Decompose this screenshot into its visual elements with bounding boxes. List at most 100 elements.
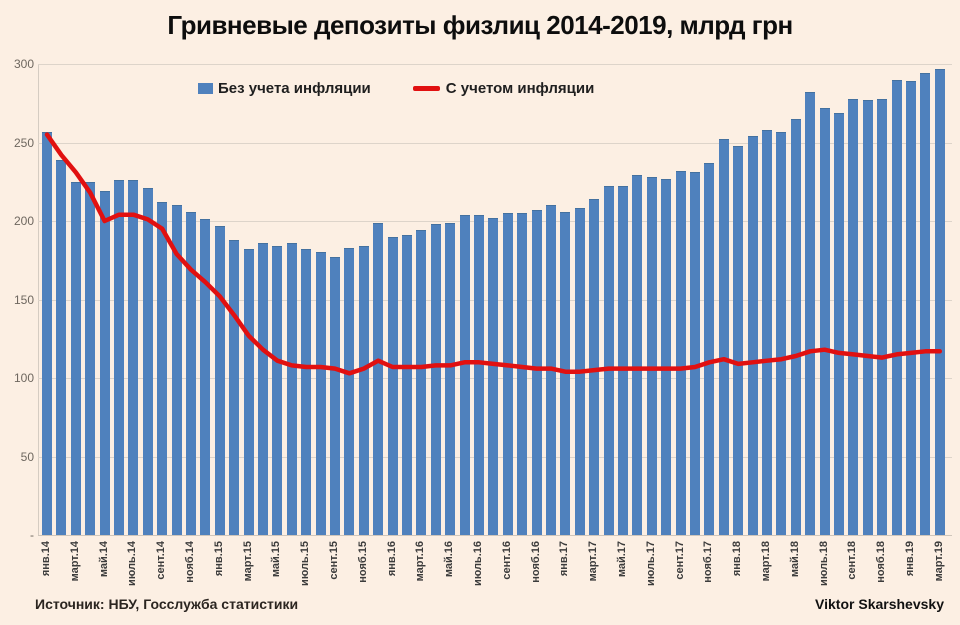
deposit-bar (128, 180, 139, 535)
deposit-bar (906, 81, 916, 535)
deposit-bar (286, 242, 297, 535)
deposit-bar (42, 131, 52, 535)
x-tick-label: март.14 (68, 541, 81, 582)
y-tick-label: 100 (13, 371, 34, 385)
x-tick-label: нояб.18 (875, 541, 888, 583)
deposit-bar (229, 239, 240, 535)
deposit-bar (402, 235, 412, 535)
deposit-bar (531, 210, 542, 535)
deposit-bar (603, 186, 614, 535)
x-tick-label: июль.18 (817, 541, 830, 586)
deposit-bar (488, 217, 499, 535)
x-tick-label: май.17 (616, 541, 628, 578)
deposit-bar (646, 177, 657, 535)
deposit-bar (747, 136, 758, 535)
deposit-bar (474, 214, 484, 535)
x-tick-label: март.17 (587, 541, 600, 582)
deposit-bar (430, 224, 441, 535)
deposit-bar (877, 98, 888, 535)
deposit-bar (330, 257, 340, 535)
y-tick-label: - (30, 528, 34, 542)
x-axis-line (38, 535, 952, 536)
y-tick-label: 200 (13, 214, 34, 228)
deposit-bar (315, 252, 326, 535)
deposit-bar (790, 118, 801, 535)
deposit-bar (704, 162, 715, 535)
x-tick-label: нояб.16 (529, 541, 542, 583)
legend-bar-label: Без учета инфляции (218, 80, 371, 97)
x-tick-label: сент.16 (500, 541, 513, 580)
x-tick-label: июль.14 (126, 541, 139, 586)
legend-line-swatch (412, 86, 440, 91)
x-tick-label: июль.16 (472, 541, 484, 586)
deposit-bar (546, 205, 556, 535)
deposit-bar (358, 246, 369, 535)
deposit-bar (920, 73, 931, 535)
deposit-bar (517, 213, 528, 535)
x-tick-label: янв.18 (731, 541, 744, 577)
x-tick-label: янв.16 (385, 541, 398, 577)
x-tick-label: май.15 (270, 541, 283, 578)
chart-title: Гривневые депозиты физлиц 2014-2019, млр… (167, 10, 793, 40)
x-tick-label: март.19 (932, 541, 945, 582)
x-tick-label: сент.15 (328, 541, 340, 580)
deposit-bar (675, 170, 686, 535)
deposit-bar (733, 145, 744, 535)
deposit-bar (99, 191, 110, 535)
deposit-bar (574, 208, 585, 535)
deposit-bar (416, 230, 427, 535)
deposit-bar (157, 202, 168, 535)
x-tick-label: март.16 (414, 541, 427, 582)
plot-area (38, 64, 952, 535)
deposit-bar (459, 214, 470, 535)
x-tick-label: янв.19 (904, 541, 916, 577)
deposit-bar (114, 180, 124, 535)
legend-bar-swatch (198, 83, 213, 94)
deposit-bar (776, 131, 787, 535)
deposit-bar (445, 222, 456, 535)
deposit-bar (819, 107, 830, 535)
x-tick-label: янв.17 (558, 541, 571, 577)
y-tick-label: 250 (13, 135, 34, 150)
x-tick-label: сент.17 (673, 541, 686, 580)
x-tick-label: нояб.15 (356, 541, 369, 583)
chart-legend: Без учета инфляции С учетом инфляции (198, 80, 594, 97)
deposit-bar (589, 199, 600, 535)
y-tick-label: 300 (13, 57, 34, 71)
x-tick-label: май.16 (443, 541, 456, 578)
x-tick-label: март.18 (760, 541, 772, 582)
x-tick-label: июль.15 (299, 541, 312, 586)
deposit-bar (142, 188, 153, 535)
deposit-bar (171, 205, 182, 535)
deposit-bar (186, 211, 196, 535)
deposit-bar (560, 211, 571, 535)
deposit-bar (762, 129, 772, 535)
x-tick-label: сент.14 (155, 541, 168, 580)
deposit-bar (301, 249, 312, 535)
deposit-bar (387, 236, 398, 535)
x-tick-label: май.18 (788, 541, 801, 578)
legend-line-label: С учетом инфляции (445, 80, 595, 97)
x-tick-label: май.14 (97, 541, 110, 578)
deposit-bar (690, 172, 700, 535)
deposit-bar (862, 100, 873, 535)
deposit-bar (56, 159, 67, 535)
deposit-bar (344, 247, 355, 535)
deposit-bar (373, 222, 384, 535)
x-tick-label: сент.18 (846, 541, 859, 580)
deposit-bar (502, 213, 513, 535)
deposit-bar (848, 98, 859, 535)
x-tick-label: нояб.17 (702, 541, 715, 583)
x-tick-label: июль.17 (644, 541, 657, 586)
x-tick-label: март.15 (241, 541, 254, 582)
deposit-bar (632, 175, 643, 535)
deposit-bar (243, 249, 254, 535)
deposit-bar (200, 219, 211, 535)
x-tick-label: янв.15 (212, 541, 225, 577)
x-tick-label: нояб.14 (184, 541, 196, 583)
deposit-bar (85, 181, 96, 535)
deposit-bar (661, 178, 672, 535)
y-tick-label: 150 (13, 292, 34, 307)
author-credit: Viktor Skarshevsky (815, 596, 944, 612)
deposit-bar (718, 139, 729, 535)
